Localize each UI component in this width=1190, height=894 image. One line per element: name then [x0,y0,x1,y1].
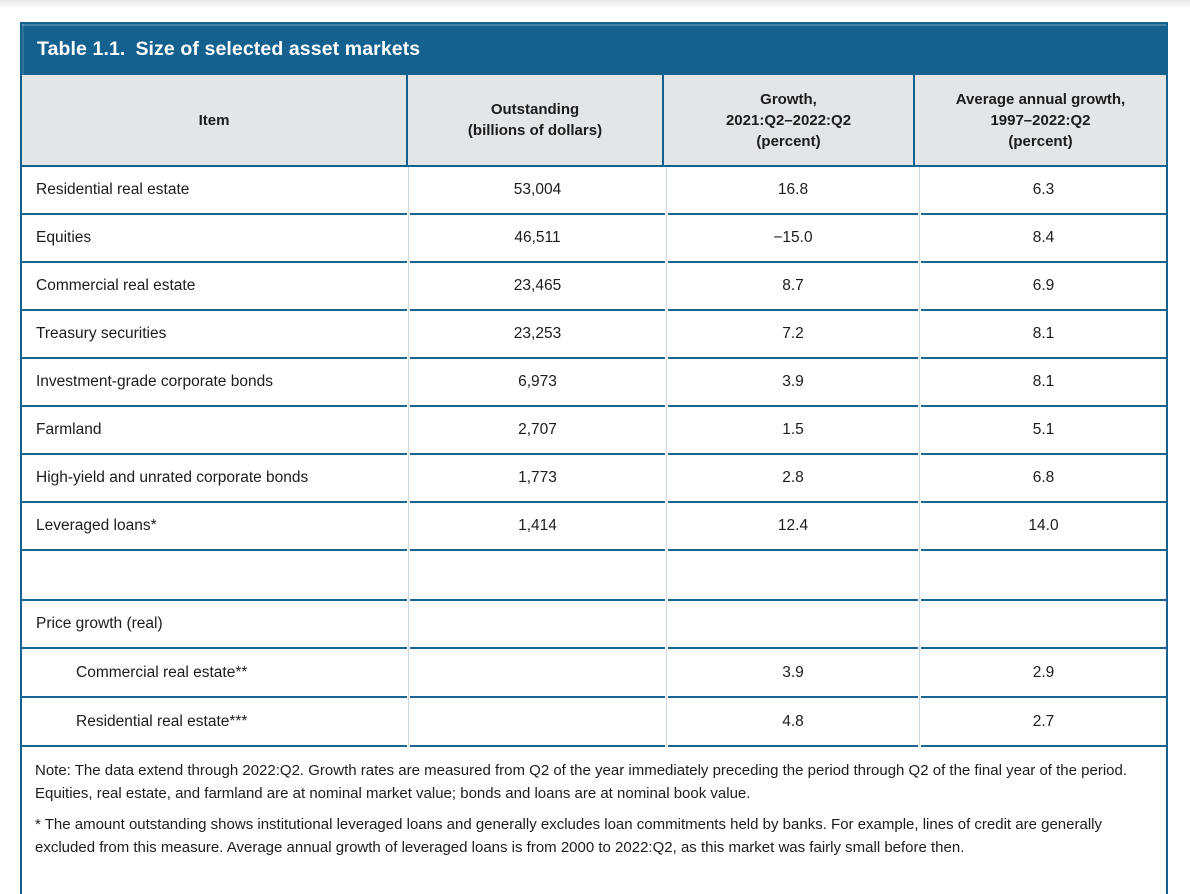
item-cell: Equities [22,215,407,263]
avg-growth-cell: 2.9 [921,649,1166,698]
table-row: High-yield and unrated corporate bonds 1… [22,455,1166,503]
outstanding-cell: 53,004 [410,167,665,215]
page-top-shadow [0,0,1190,9]
outstanding-cell: 6,973 [410,359,665,407]
table-row: Investment-grade corporate bonds 6,973 3… [22,359,1166,407]
growth-cell: 4.8 [668,698,918,747]
column-divider [408,167,409,747]
outstanding-cell: 1,773 [410,455,665,503]
avg-growth-cell: 14.0 [921,503,1166,551]
growth-cell: 1.5 [668,407,918,455]
outstanding-cell: 46,511 [410,215,665,263]
table-title-bar: Table 1.1. Size of selected asset market… [22,24,1166,75]
item-cell: High-yield and unrated corporate bonds [22,455,407,503]
column-header-avg-growth: Average annual growth, 1997–2022:Q2 (per… [915,75,1166,167]
avg-growth-cell: 8.1 [921,311,1166,359]
outstanding-cell [410,551,665,601]
avg-growth-cell: 6.9 [921,263,1166,311]
growth-cell: 7.2 [668,311,918,359]
table-row: Price growth (real) [22,601,1166,649]
table-row: Leveraged loans* 1,414 12.4 14.0 [22,503,1166,551]
avg-growth-cell: 5.1 [921,407,1166,455]
avg-growth-cell: 8.1 [921,359,1166,407]
outstanding-cell: 23,465 [410,263,665,311]
item-cell: Treasury securities [22,311,407,359]
table-row: Commercial real estate 23,465 8.7 6.9 [22,263,1166,311]
avg-growth-cell [921,601,1166,649]
table-row: Farmland 2,707 1.5 5.1 [22,407,1166,455]
table-body: Residential real estate 53,004 16.8 6.3 … [22,167,1166,747]
item-cell: Residential real estate*** [22,698,407,747]
outstanding-cell: 1,414 [410,503,665,551]
avg-growth-cell [921,551,1166,601]
table-header-row: Item Outstanding (billions of dollars) G… [22,75,1166,167]
growth-cell [668,601,918,649]
growth-cell: 3.9 [668,649,918,698]
outstanding-cell: 2,707 [410,407,665,455]
item-cell [22,551,407,601]
growth-cell: 8.7 [668,263,918,311]
avg-growth-cell: 2.7 [921,698,1166,747]
item-cell: Residential real estate [22,167,407,215]
item-cell: Leveraged loans* [22,503,407,551]
item-cell: Investment-grade corporate bonds [22,359,407,407]
table-note-asterisk: * The amount outstanding shows instituti… [35,816,1102,856]
table-row: Residential real estate 53,004 16.8 6.3 [22,167,1166,215]
outstanding-cell [410,698,665,747]
growth-cell: 2.8 [668,455,918,503]
outstanding-cell [410,601,665,649]
item-cell: Commercial real estate** [22,649,407,698]
avg-growth-cell: 6.3 [921,167,1166,215]
table-row: Residential real estate*** 4.8 2.7 [22,698,1166,747]
column-divider [919,167,920,747]
table-note-general: Note: The data extend through 2022:Q2. G… [35,762,1128,802]
growth-cell [668,551,918,601]
item-cell: Commercial real estate [22,263,407,311]
avg-growth-cell: 6.8 [921,455,1166,503]
table-number: Table 1.1. [37,38,126,60]
table-notes: Note: The data extend through 2022:Q2. G… [22,747,1166,859]
avg-growth-cell: 8.4 [921,215,1166,263]
growth-cell: 3.9 [668,359,918,407]
outstanding-cell: 23,253 [410,311,665,359]
growth-cell: −15.0 [668,215,918,263]
table-row: Treasury securities 23,253 7.2 8.1 [22,311,1166,359]
table-title: Size of selected asset markets [135,38,421,60]
growth-cell: 16.8 [668,167,918,215]
table-row [22,551,1166,601]
table-row: Commercial real estate** 3.9 2.9 [22,649,1166,698]
column-divider [666,167,667,747]
item-cell: Farmland [22,407,407,455]
column-header-item: Item [22,75,408,167]
asset-markets-table: Table 1.1. Size of selected asset market… [20,22,1168,894]
column-header-growth: Growth, 2021:Q2–2022:Q2 (percent) [664,75,915,167]
table-row: Equities 46,511 −15.0 8.4 [22,215,1166,263]
item-cell: Price growth (real) [22,601,407,649]
column-header-outstanding: Outstanding (billions of dollars) [408,75,664,167]
outstanding-cell [410,649,665,698]
growth-cell: 12.4 [668,503,918,551]
